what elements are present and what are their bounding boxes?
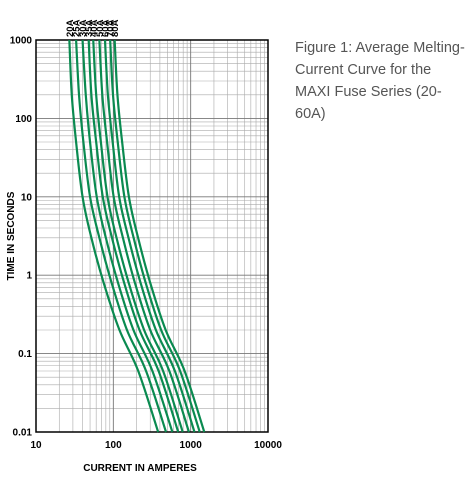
major-gridlines <box>35 40 268 433</box>
series-curve-50a <box>98 39 190 433</box>
series-curve-25a <box>75 39 168 433</box>
figure-caption: Figure 1: Average Melting-Current Curve … <box>295 40 465 122</box>
x-tick-label: 100 <box>105 440 122 451</box>
y-axis-title: TIME IN SECONDS <box>6 191 17 280</box>
series-curve-30a <box>81 39 174 433</box>
x-tick-labels: 10 100 1000 10000 <box>30 440 282 451</box>
series-curve-35a <box>87 39 180 433</box>
x-tick-label: 10000 <box>254 440 282 451</box>
series-label-25a: 25A <box>72 19 83 37</box>
series-label-50a: 50A <box>95 19 106 37</box>
y-tick-label: 1 <box>26 271 32 282</box>
series-label-30a: 30A <box>78 19 89 37</box>
series-curve-40a <box>92 39 184 433</box>
series-label-70a: 70A <box>106 19 117 37</box>
minor-gridlines <box>36 40 268 432</box>
series-curve-20a <box>68 39 160 433</box>
series-curves <box>68 39 206 433</box>
series-label-35a: 35A <box>84 19 95 37</box>
series-curve-60a <box>103 39 196 433</box>
y-tick-label: 0.1 <box>18 349 32 360</box>
y-tick-labels: 0.01 0.1 1 10 100 1000 <box>10 36 33 439</box>
x-tick-label: 10 <box>30 440 42 451</box>
series-curve-80a <box>113 39 206 433</box>
y-tick-label: 0.01 <box>13 428 33 439</box>
x-axis-title: CURRENT IN AMPERES <box>83 463 197 474</box>
series-curve-70a <box>109 39 201 433</box>
y-tick-label: 1000 <box>10 36 33 47</box>
plot-frame <box>35 39 269 433</box>
y-tick-label: 10 <box>21 192 33 203</box>
x-tick-label: 1000 <box>180 440 203 451</box>
series-label-80a: 80A <box>110 19 121 37</box>
y-tick-label: 100 <box>15 114 32 125</box>
series-label-60a: 60A <box>100 19 111 37</box>
series-label-20a: 20A <box>65 19 76 37</box>
series-label-40a: 40A <box>89 19 100 37</box>
